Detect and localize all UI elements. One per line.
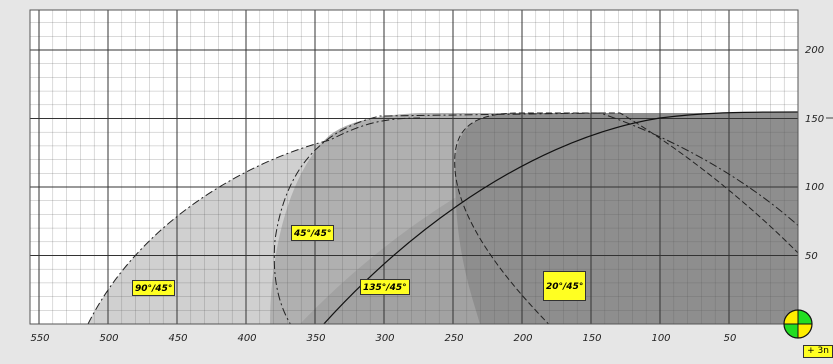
zone-label-45-45: 45°/45° <box>291 225 335 241</box>
zone-label-135-45: 135°/45° <box>360 279 410 295</box>
origin-marker <box>783 309 813 339</box>
x-tick-label: 450 <box>168 333 187 344</box>
origin-marker-quadrant <box>784 310 798 324</box>
boundary-45-45-curve <box>273 112 798 324</box>
x-tick-label: 400 <box>237 333 256 344</box>
y-tick-label: 50 <box>805 251 818 262</box>
boundary-90-45-curve <box>87 117 421 324</box>
zone-20-45-fill <box>455 113 798 324</box>
x-tick-label: 150 <box>582 333 601 344</box>
x-tick-label: 100 <box>651 333 670 344</box>
x-tick-label: 200 <box>513 333 532 344</box>
y-tick-label: 150 <box>805 114 824 125</box>
y-tick-label: 100 <box>805 182 824 193</box>
corner-tag[interactable]: + 3n <box>803 345 833 358</box>
plot-frame <box>29 9 799 325</box>
x-tick-label: 350 <box>306 333 325 344</box>
x-tick-label: 250 <box>444 333 463 344</box>
zone-label-90-45: 90°/45° <box>132 280 176 296</box>
x-tick-label: 550 <box>30 333 49 344</box>
x-tick-label: 300 <box>375 333 394 344</box>
origin-marker-quadrant <box>798 324 812 338</box>
x-tick-label: 500 <box>99 333 118 344</box>
zone-label-20-45: 20°/45° <box>543 271 587 301</box>
origin-marker-quadrant <box>798 310 812 324</box>
boundary-20-45-curve <box>454 112 798 324</box>
x-tick-label: 50 <box>724 333 737 344</box>
origin-marker-quadrant <box>784 324 798 338</box>
y-tick-label: 200 <box>805 45 824 56</box>
